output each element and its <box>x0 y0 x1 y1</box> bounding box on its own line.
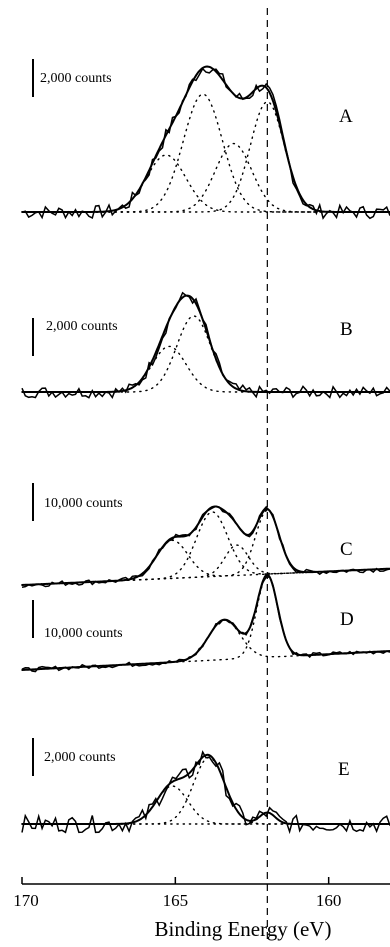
panel-d: 10,000 counts D <box>21 573 390 673</box>
panel-a-raw-spectrum <box>21 67 390 220</box>
panel-a-fit-components <box>21 93 390 213</box>
panel-c-scale-label: 10,000 counts <box>44 496 123 511</box>
panel-e-component-1 <box>21 785 390 825</box>
panel-d-fit-components <box>21 574 390 671</box>
panel-c-fit-envelope <box>21 505 390 586</box>
panel-a-component-2 <box>21 93 390 213</box>
panel-c-component-3 <box>21 544 390 586</box>
panel-c-component-4 <box>21 509 390 586</box>
panel-a-component-4 <box>21 101 390 213</box>
panel-c-raw-spectrum <box>21 505 390 588</box>
panel-b-component-1 <box>21 345 390 393</box>
panel-e-fit-envelope <box>22 753 390 825</box>
panel-c-component-1 <box>21 539 390 586</box>
panel-d-fit-envelope <box>21 573 390 671</box>
x-axis-label: Binding Energy (eV) <box>155 917 332 941</box>
panel-a-fit-envelope <box>22 65 390 213</box>
panel-b-letter: B <box>340 319 353 340</box>
panel-b: 2,000 counts B <box>21 291 390 399</box>
panel-b-scale-label: 2,000 counts <box>46 319 118 334</box>
panel-a-scale-label: 2,000 counts <box>40 71 112 86</box>
x-tick-label-160: 160 <box>316 891 342 910</box>
panel-e: 2,000 counts E <box>21 738 390 835</box>
panel-c: 10,000 counts C <box>21 483 390 588</box>
panel-a-component-3 <box>21 142 390 213</box>
panel-a-letter: A <box>339 106 353 127</box>
panel-b-raw-spectrum <box>21 291 390 399</box>
panel-d-scale-label: 10,000 counts <box>44 626 123 641</box>
panel-e-raw-spectrum <box>21 750 390 835</box>
panel-e-scale-label: 2,000 counts <box>44 750 116 765</box>
panel-c-letter: C <box>340 539 353 560</box>
x-axis-ticks: 170 165 160 <box>13 877 341 910</box>
panel-d-component-2 <box>21 574 390 671</box>
panel-d-letter: D <box>340 609 354 630</box>
panel-e-letter: E <box>338 759 350 780</box>
panel-b-fit-envelope <box>22 294 390 393</box>
panel-e-fit-components <box>21 756 390 825</box>
panel-a: 2,000 counts A <box>21 59 390 220</box>
panel-e-component-3 <box>21 811 390 825</box>
panel-d-raw-spectrum <box>21 576 390 673</box>
x-axis: 170 165 160 Binding Energy (eV) <box>13 877 390 941</box>
x-tick-label-170: 170 <box>13 891 39 910</box>
panel-e-component-2 <box>21 756 390 825</box>
x-tick-label-165: 165 <box>163 891 189 910</box>
panel-a-component-1 <box>21 154 390 213</box>
panel-c-component-2 <box>21 511 390 586</box>
panel-c-fit-components <box>21 509 390 586</box>
